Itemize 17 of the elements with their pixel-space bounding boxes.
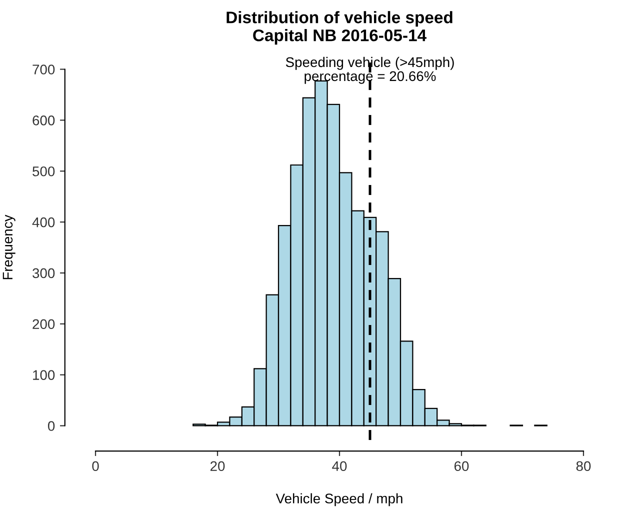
y-axis-title: Frequency [2,214,16,280]
x-tick-label: 0 [92,461,99,472]
annotation: Speeding vehicle (>45mph) percentage = 20.66% [286,56,454,84]
y-tick-label: 500 [32,166,55,176]
x-tick-label: 40 [332,461,347,472]
x-axis-title: Vehicle Speed / mph [276,493,402,506]
x-tick-label: 80 [576,461,591,472]
y-tick-label: 300 [32,268,55,278]
y-tick-label: 100 [33,370,55,380]
x-tick-label: 60 [454,461,469,472]
y-tick-label: 700 [32,64,55,74]
y-tick-label: 600 [32,116,55,126]
y-tick-label: 200 [32,319,55,330]
y-tick-label: 400 [32,217,55,228]
y-tick-label: 0 [48,421,55,431]
x-tick-label: 20 [210,461,225,472]
chart-title: Distribution of vehicle speed Capital NB 2016-05-14 [226,11,452,45]
